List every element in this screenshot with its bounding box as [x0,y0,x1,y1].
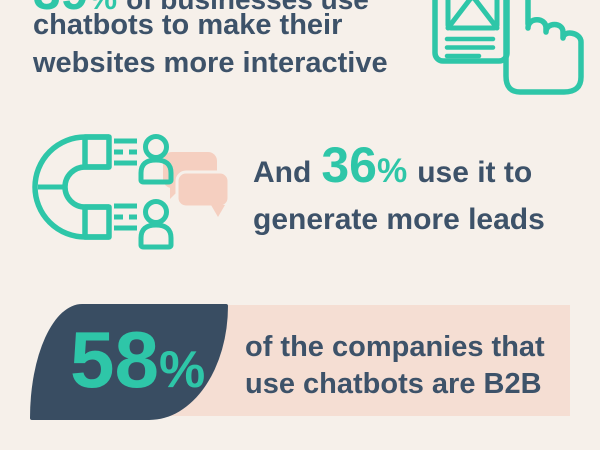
stat-mid-text: And 36% use it to generate more leads [253,137,545,238]
stat-mid-leadin: And [253,156,312,189]
stat-mid-rest: use it to [417,156,533,189]
website-wireframe-click-hand-icon [432,0,584,95]
stat-bottom-number: 58 [70,315,159,404]
stat-top-percent: % [89,0,117,16]
chat-bubbles-icon [163,152,231,217]
stat-top-line1: 39% of businesses use [33,0,369,21]
stat-mid-number: 36 [321,137,377,193]
stat-bottom-text: of the companies that use chatbots are B… [245,329,545,403]
stat-bottom-line1: of the companies that [245,331,545,363]
stat-bottom-percent: % [158,341,206,399]
stat-bottom-line2: use chatbots are B2B [245,368,542,400]
stat-mid-line2: generate more leads [253,203,545,236]
stat-mid-percent: % [376,152,408,190]
stat-top-text: chatbots to make their websites more int… [33,6,388,82]
stat-top-number: 39 [33,0,89,20]
magnet-attracting-people-icon [32,134,231,250]
stat-top-line2: chatbots to make their [33,9,343,41]
stat-bottom-number-group: 58% [70,314,205,406]
stat-top-line3: websites more interactive [33,47,388,79]
stat-top-rest: of businesses use [126,0,369,15]
